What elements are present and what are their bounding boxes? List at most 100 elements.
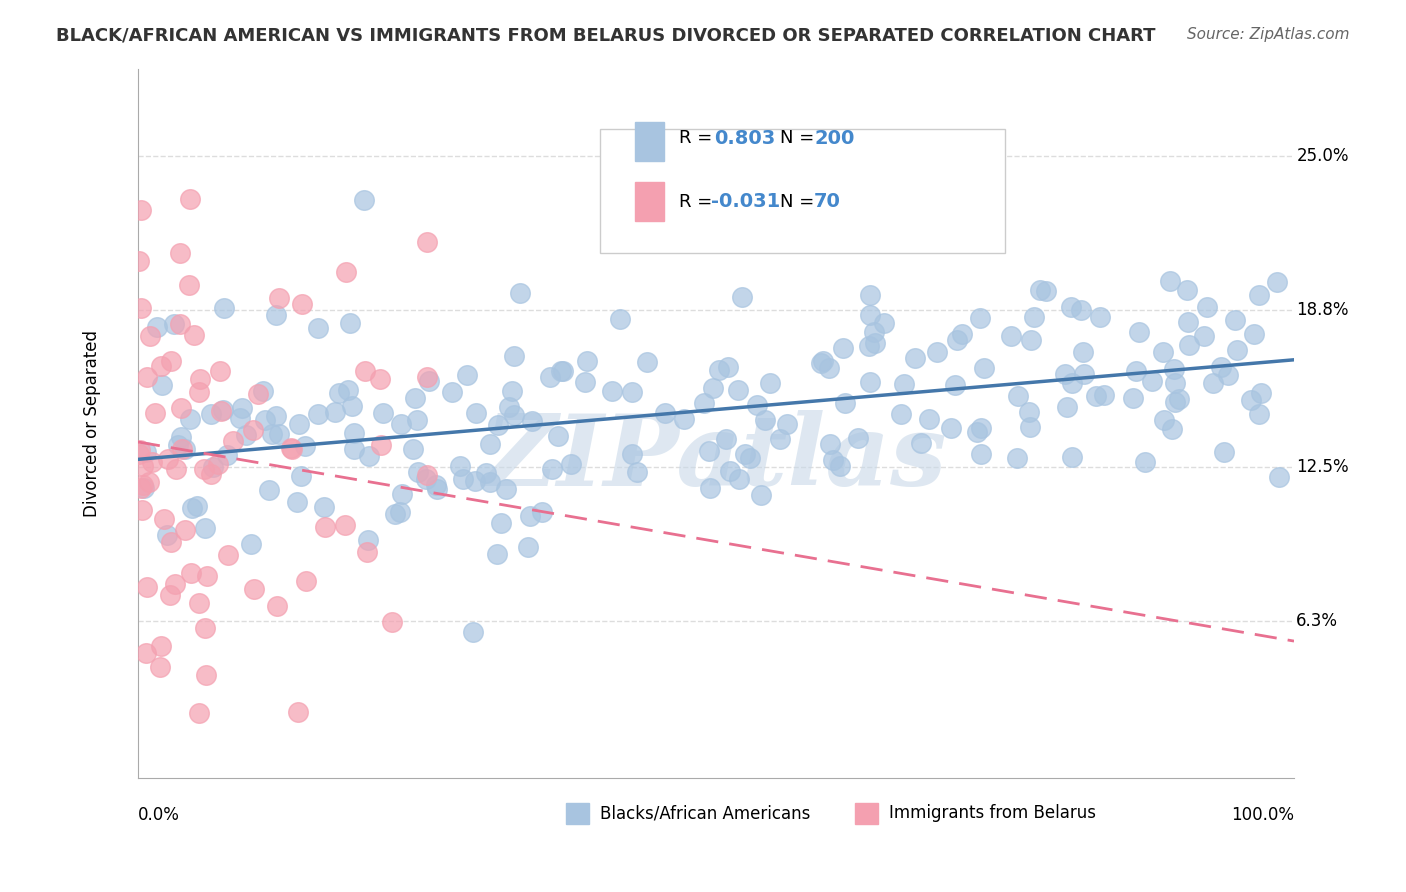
Point xyxy=(384,508,406,522)
Point xyxy=(266,599,288,614)
Text: R =: R = xyxy=(679,193,718,211)
Point xyxy=(834,396,856,410)
Text: 25.0%: 25.0% xyxy=(1296,146,1348,165)
Point xyxy=(152,512,174,526)
Point xyxy=(1153,344,1175,359)
Point xyxy=(1243,326,1265,341)
Point xyxy=(491,516,513,530)
Point xyxy=(1070,303,1092,318)
Point xyxy=(699,481,721,495)
Point xyxy=(464,474,486,488)
Text: 12.5%: 12.5% xyxy=(1296,458,1348,475)
FancyBboxPatch shape xyxy=(600,128,1005,253)
Point xyxy=(478,437,501,451)
Point xyxy=(290,468,312,483)
Point xyxy=(231,401,253,415)
Point xyxy=(620,447,643,461)
Point xyxy=(918,412,941,426)
Point xyxy=(254,412,277,426)
Point xyxy=(1164,394,1187,409)
Point xyxy=(156,528,179,542)
Point xyxy=(239,537,262,551)
Point xyxy=(1195,300,1218,314)
Point xyxy=(848,431,870,445)
Point xyxy=(498,401,520,415)
Text: BLACK/AFRICAN AMERICAN VS IMMIGRANTS FROM BELARUS DIVORCED OR SEPARATED CORRELAT: BLACK/AFRICAN AMERICAN VS IMMIGRANTS FRO… xyxy=(56,27,1156,45)
Point xyxy=(335,265,357,279)
Point xyxy=(509,285,531,300)
Point xyxy=(217,548,239,562)
Point xyxy=(831,341,853,355)
Point xyxy=(132,458,155,473)
Point xyxy=(1007,451,1029,466)
Text: 70: 70 xyxy=(814,193,841,211)
Point xyxy=(486,417,509,432)
Point xyxy=(560,458,582,472)
Point xyxy=(1054,368,1077,382)
Point xyxy=(135,646,157,660)
Point xyxy=(129,481,152,495)
Point xyxy=(183,327,205,342)
Point xyxy=(426,482,449,496)
Text: N =: N = xyxy=(779,129,820,147)
Point xyxy=(368,372,391,386)
Point xyxy=(538,369,561,384)
Point xyxy=(381,615,404,630)
Point xyxy=(626,465,648,479)
Point xyxy=(339,316,361,330)
Point xyxy=(166,438,188,452)
Point xyxy=(654,406,676,420)
Point xyxy=(170,442,193,457)
Point xyxy=(169,429,191,443)
Point xyxy=(904,351,927,366)
Point xyxy=(200,467,222,481)
Point xyxy=(1247,288,1270,302)
Point xyxy=(1018,420,1040,434)
Point xyxy=(873,316,896,330)
Point xyxy=(503,349,526,363)
Point xyxy=(602,384,624,398)
Point xyxy=(406,465,429,479)
Text: Blacks/African Americans: Blacks/African Americans xyxy=(600,805,811,822)
Point xyxy=(970,421,993,435)
Point xyxy=(862,325,884,339)
Point xyxy=(257,483,280,498)
Text: 0.0%: 0.0% xyxy=(138,806,180,824)
Point xyxy=(821,453,844,467)
Point xyxy=(859,375,882,389)
Point xyxy=(314,500,336,514)
Point xyxy=(131,503,153,517)
Point xyxy=(740,450,762,465)
Point xyxy=(314,520,336,534)
Point xyxy=(418,375,440,389)
Point xyxy=(179,412,201,426)
Point xyxy=(141,454,163,468)
Text: 100.0%: 100.0% xyxy=(1232,806,1294,824)
Point xyxy=(966,425,988,439)
Point xyxy=(1060,300,1083,314)
Point xyxy=(337,383,360,397)
Point xyxy=(1239,393,1261,408)
Point xyxy=(195,569,218,583)
Point xyxy=(391,487,413,501)
Point xyxy=(1128,325,1150,339)
Point xyxy=(139,328,162,343)
Point xyxy=(1125,363,1147,377)
Point xyxy=(335,517,357,532)
Text: Source: ZipAtlas.com: Source: ZipAtlas.com xyxy=(1187,27,1350,42)
Point xyxy=(769,432,792,446)
Point xyxy=(174,523,197,537)
Point xyxy=(893,376,915,391)
Point xyxy=(1022,310,1045,324)
Point xyxy=(194,521,217,535)
Point xyxy=(731,290,754,304)
Point xyxy=(1202,376,1225,390)
Point xyxy=(1164,376,1187,391)
Point xyxy=(287,705,309,719)
Point xyxy=(353,193,375,207)
Point xyxy=(128,447,150,461)
Point xyxy=(502,409,524,423)
Point xyxy=(129,301,152,315)
Point xyxy=(165,462,187,476)
Point xyxy=(212,301,235,315)
